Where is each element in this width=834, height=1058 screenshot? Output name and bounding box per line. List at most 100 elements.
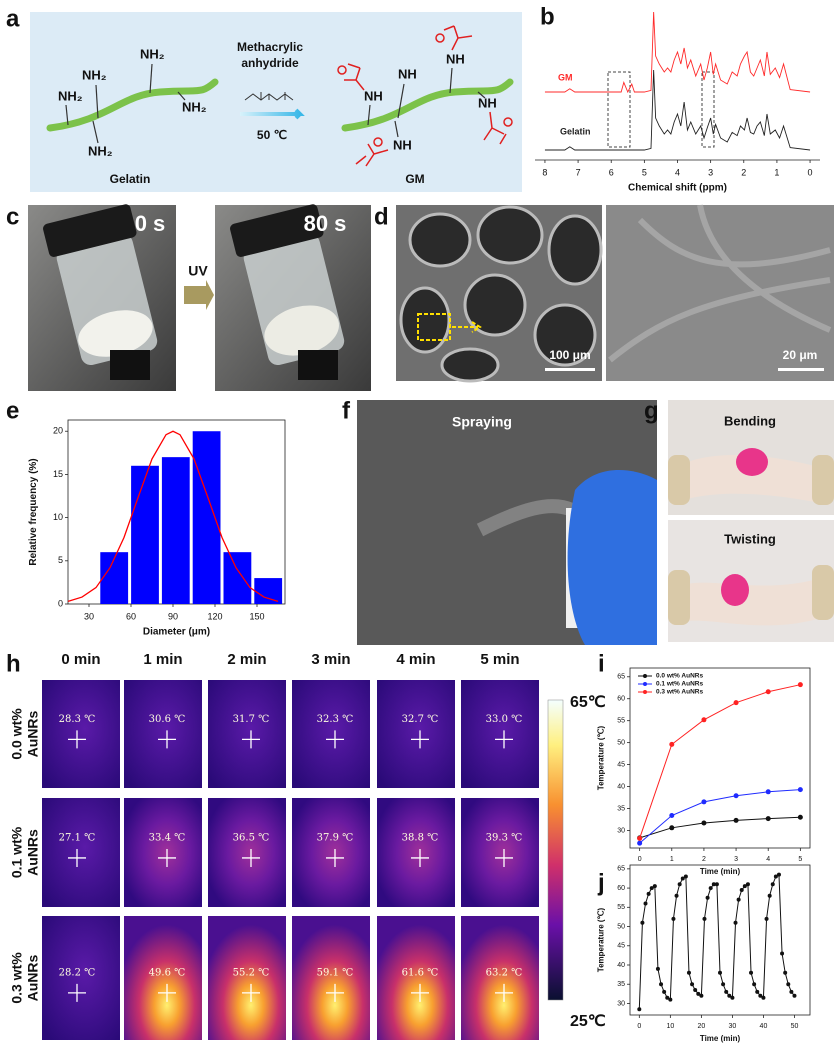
x-tick-label: 150	[249, 611, 264, 621]
point	[755, 989, 760, 994]
series-line	[639, 684, 801, 839]
amine-label: NH₂	[58, 88, 83, 103]
reagent-structure	[244, 92, 294, 101]
x-tick-label: 120	[207, 611, 222, 621]
temperature-reading: 37.9 ℃	[317, 832, 354, 843]
condition-label: 50 ℃	[257, 128, 287, 142]
column-header: 1 min	[143, 651, 182, 668]
crosshair	[158, 730, 176, 749]
point	[643, 901, 648, 906]
panel-label: c	[6, 203, 19, 230]
reaction-arrow	[240, 108, 305, 120]
photo-bending	[668, 400, 834, 515]
sem-low	[396, 205, 603, 383]
point	[761, 995, 766, 1000]
point	[665, 995, 670, 1000]
scale-bar-label: 100 μm	[549, 348, 590, 362]
bar	[131, 465, 159, 604]
x-tick-label: 50	[791, 1023, 799, 1030]
amide-label: NH	[478, 95, 497, 110]
photo-spraying	[357, 400, 657, 645]
point	[674, 893, 679, 898]
panel-background	[30, 12, 522, 192]
product-label: GM	[405, 172, 424, 186]
amine-label: NH₂	[140, 46, 165, 61]
x-axis-label: Time (min)	[700, 867, 741, 876]
legend-marker	[643, 682, 647, 686]
y-tick-label: 40	[617, 783, 625, 790]
crosshair	[68, 983, 86, 1002]
plot-frame	[629, 667, 811, 849]
series-line	[544, 11, 811, 94]
caption: Spraying	[452, 414, 512, 430]
panel-label: j	[597, 869, 605, 896]
point	[736, 897, 741, 902]
thermal-image	[461, 798, 539, 907]
fit-curve	[67, 430, 279, 603]
x-tick-label: 10	[666, 1023, 674, 1030]
point	[767, 893, 772, 898]
amine-label: NH₂	[182, 99, 207, 114]
point	[671, 916, 676, 921]
amide-label: NH	[398, 66, 417, 81]
x-tick-label: 2	[702, 856, 706, 863]
y-axis-label: Temperature (℃)	[597, 725, 606, 790]
x-tick-label: 5	[642, 167, 647, 177]
bar	[254, 578, 283, 604]
crosshair	[326, 983, 344, 1002]
series-label: GM	[558, 72, 573, 82]
y-axis-label: Relative frequency (%)	[28, 458, 39, 565]
x-tick-label: 0	[808, 167, 813, 177]
y-tick-label: 10	[53, 512, 63, 522]
x-tick-label: 90	[168, 611, 178, 621]
x-tick-label: 0	[638, 856, 642, 863]
reagent-label: anhydride	[241, 56, 299, 70]
temperature-reading: 30.6 ℃	[149, 714, 186, 725]
point	[701, 799, 707, 805]
temperature-reading: 31.7 ℃	[233, 714, 270, 725]
point	[773, 874, 778, 879]
x-tick-label: 0	[637, 1023, 641, 1030]
bar	[223, 552, 252, 604]
point	[669, 813, 675, 819]
temperature-reading: 32.7 ℃	[402, 714, 439, 725]
point	[780, 951, 785, 956]
point	[745, 882, 750, 887]
temperature-reading: 32.3 ℃	[317, 714, 354, 725]
panel-label: g	[644, 397, 659, 424]
row-label: 0.3 wt%	[9, 952, 25, 1004]
column-header: 5 min	[480, 651, 519, 668]
y-tick-label: 65	[617, 674, 625, 681]
point	[646, 891, 651, 896]
y-tick-label: 35	[617, 805, 625, 812]
y-tick-label: 65	[617, 866, 625, 873]
point	[797, 814, 803, 820]
y-tick-label: 30	[617, 827, 625, 834]
crosshair	[495, 983, 513, 1002]
x-tick-label: 1	[670, 856, 674, 863]
panel-label: i	[598, 650, 605, 677]
bar	[100, 552, 129, 604]
point	[669, 825, 675, 831]
point	[797, 682, 803, 688]
temperature-reading: 38.8 ℃	[402, 832, 439, 843]
point	[705, 895, 710, 900]
gelatin-chain	[46, 78, 219, 132]
x-tick-label: 30	[84, 611, 94, 621]
point	[733, 793, 739, 799]
point	[733, 920, 738, 925]
panel-label: d	[374, 203, 389, 230]
temperature-reading: 49.6 ℃	[149, 967, 186, 978]
column-header: 3 min	[311, 651, 350, 668]
temperature-reading: 27.1 ℃	[59, 832, 96, 843]
thermal-image	[124, 916, 202, 1040]
thermal-image	[208, 798, 286, 907]
crosshair	[158, 983, 176, 1002]
crosshair	[411, 983, 429, 1002]
crosshair	[411, 848, 429, 867]
crosshair	[411, 730, 429, 749]
crosshair	[158, 848, 176, 867]
temperature-reading: 59.1 ℃	[317, 967, 354, 978]
point	[655, 966, 660, 971]
point	[696, 991, 701, 996]
